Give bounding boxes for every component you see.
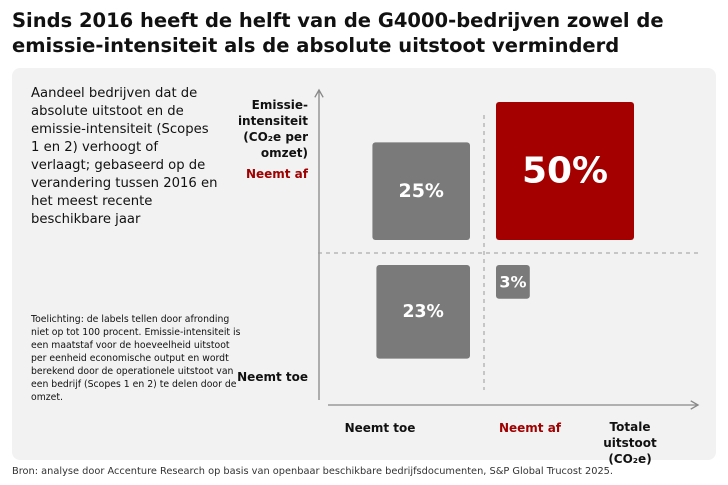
square (496, 102, 634, 240)
x-category: Neemt toe (344, 421, 416, 435)
value-label: 50% (522, 151, 608, 192)
note: Toelichting: de labels tellen door afron… (31, 314, 241, 403)
value-label: 25% (399, 180, 444, 202)
y-axis-label: Emissie-intensiteit (CO₂e per omzet) (237, 98, 308, 160)
value-label: 23% (402, 302, 443, 322)
square (496, 265, 530, 299)
value-label: 3% (499, 272, 526, 291)
y-category: Neemt af (245, 167, 308, 181)
square (372, 142, 470, 240)
x-axis-label: Totale uitstoot (CO₂e) (603, 420, 657, 466)
source: Bron: analyse door Accenture Research op… (12, 466, 614, 477)
title: Sinds 2016 heeft de helft van de G4000-b… (12, 9, 664, 57)
x-category: Neemt af (498, 421, 562, 435)
description: Aandeel bedrijven dat de absolute uitsto… (31, 86, 218, 227)
square (376, 265, 470, 359)
y-category: Neemt toe (237, 370, 308, 384)
